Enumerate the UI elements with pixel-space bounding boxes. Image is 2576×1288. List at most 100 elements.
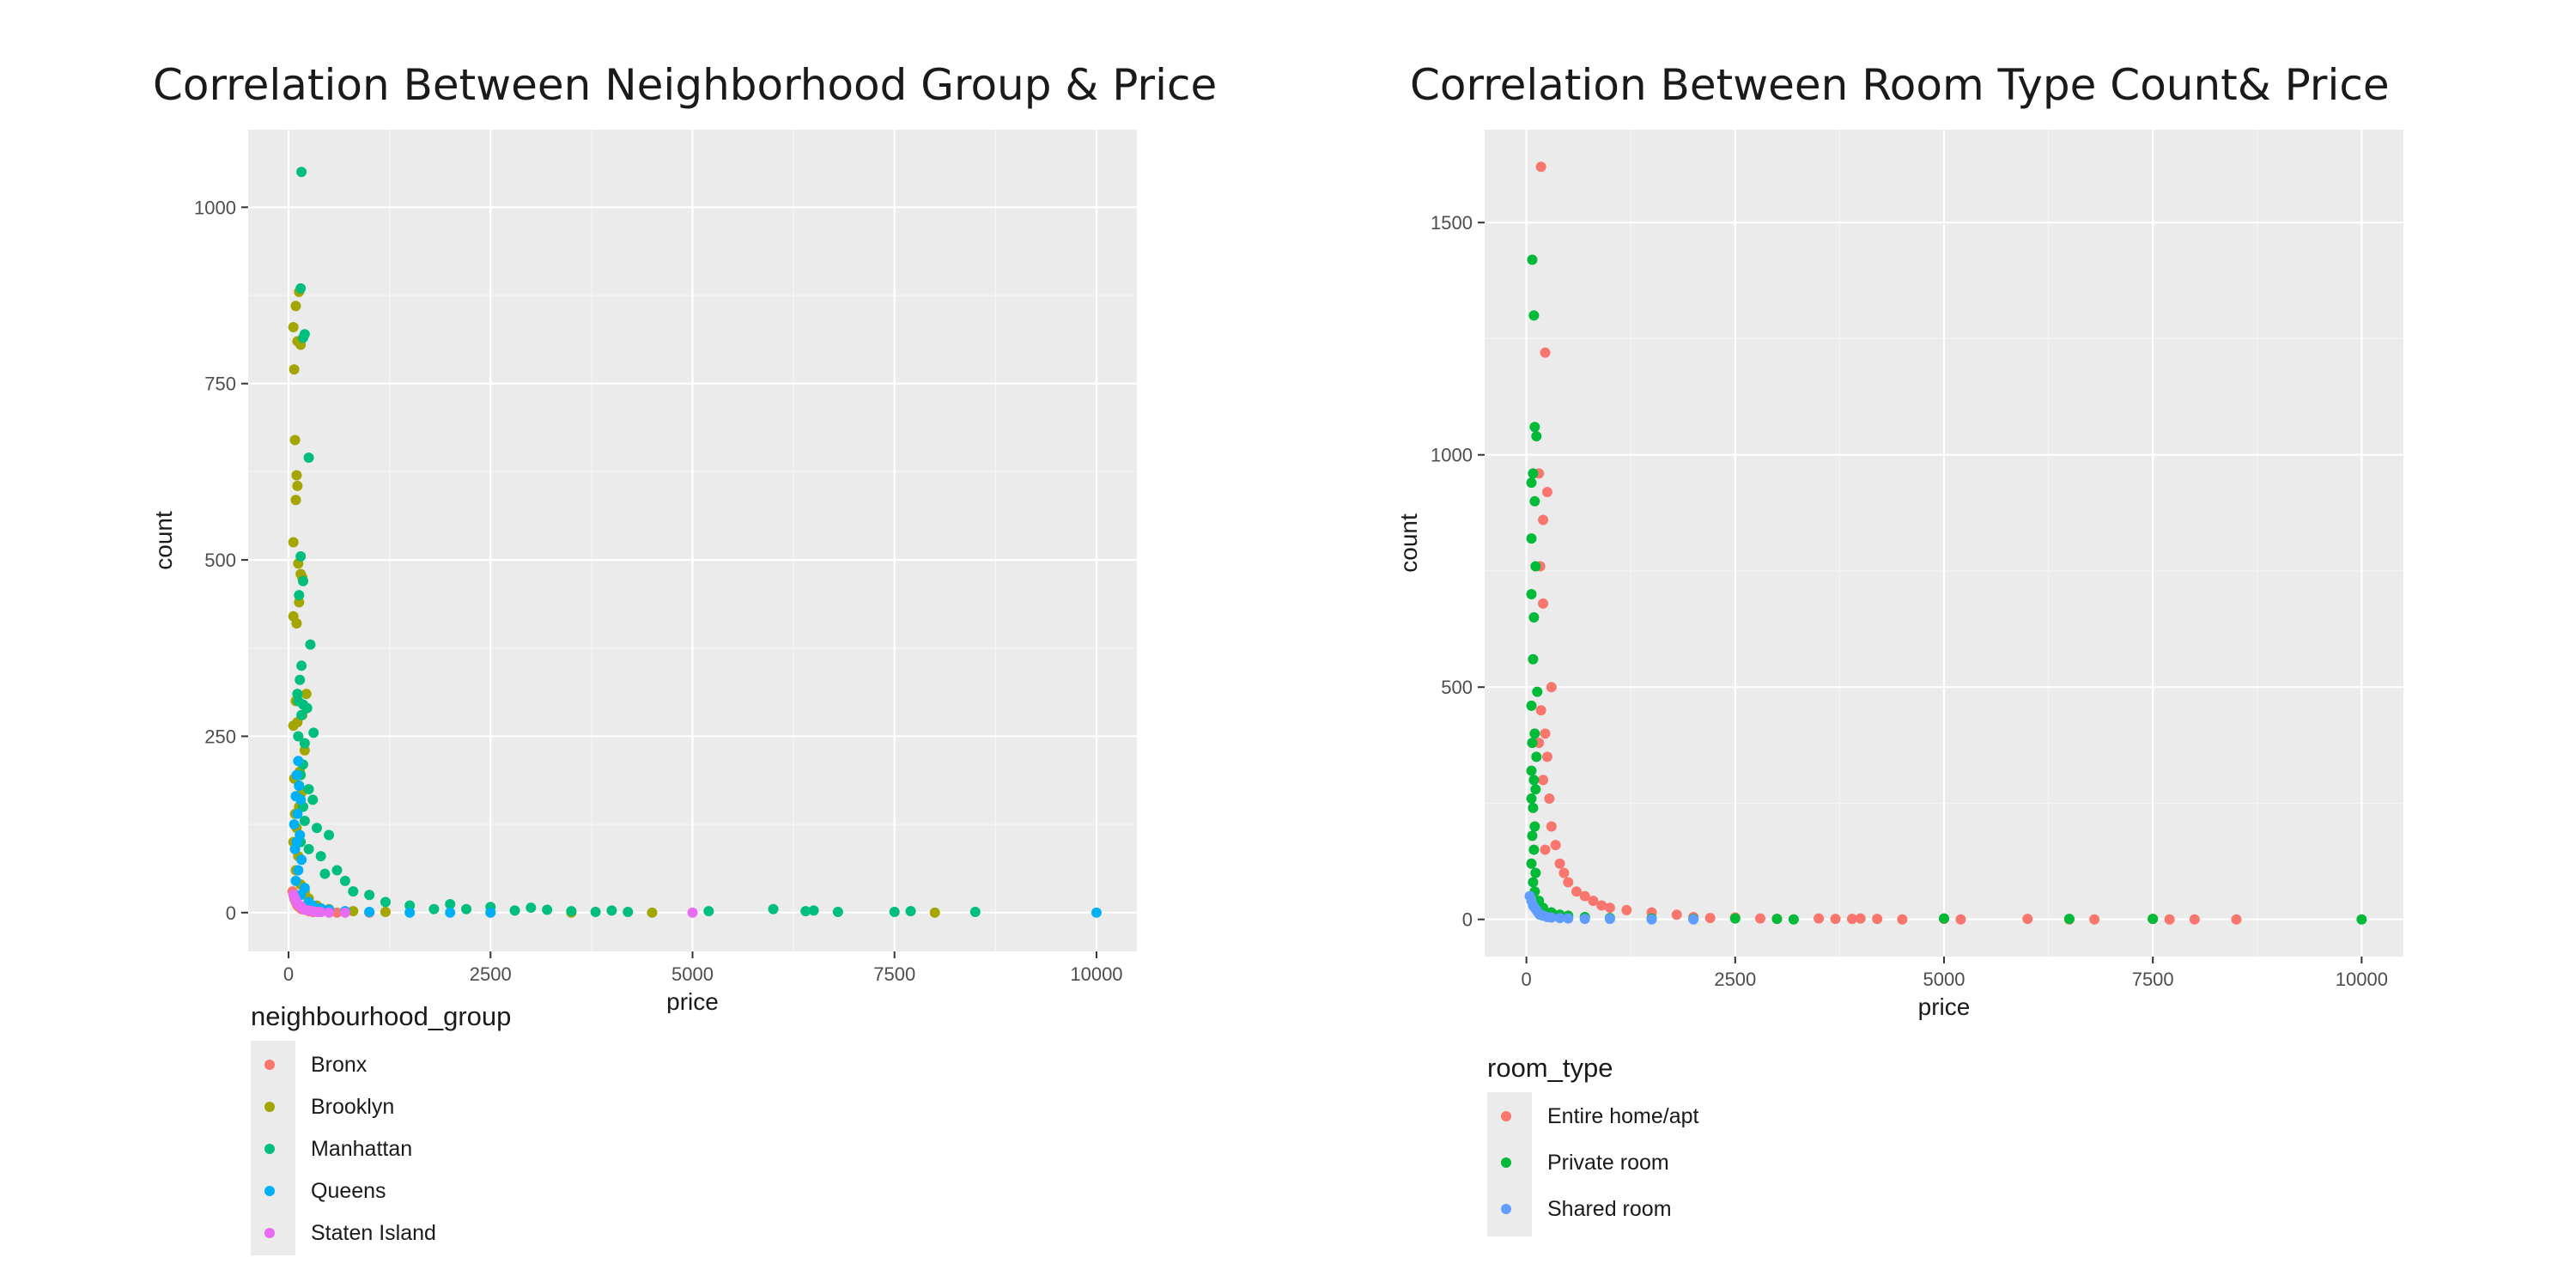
legend: room_type Entire home/apt Private room Sha… [1487,1053,1699,1236]
data-point [289,843,301,854]
data-point [303,452,314,463]
legend-keys: Bronx Brooklyn Manhattan Queens Staten Islan… [251,1041,436,1255]
data-point [445,907,456,918]
data-point [1530,784,1541,795]
data-point [1955,914,1966,925]
data-point [299,738,310,749]
data-point [428,903,440,914]
data-point [1847,914,1857,925]
x-tick-label: 0 [1522,969,1532,990]
legend-label: Shared room [1547,1196,1672,1221]
data-point [590,906,601,917]
data-point [292,480,303,491]
data-point [647,907,658,918]
data-point [2189,914,2200,925]
data-point [296,854,307,866]
data-point [1540,844,1551,855]
data-point [1532,686,1543,697]
data-point [296,660,307,671]
x-tick-label: 2500 [1714,969,1756,990]
legend-item: Entire home/apt [1487,1096,1699,1137]
data-point [1535,705,1546,716]
data-point [299,816,310,827]
chart-title: Correlation Between Neighborhood Group &… [153,60,1218,110]
data-point [1538,598,1549,609]
data-point [1091,907,1102,918]
data-point [889,906,900,917]
y-axis-label: count [150,511,177,570]
data-point [293,865,304,876]
legend-label: Queens [311,1178,386,1203]
chart-neighbourhood-group: Correlation Between Neighborhood Group &… [0,0,1271,1288]
data-point [1526,793,1537,805]
x-axis-label: price [666,988,719,1013]
data-point [703,906,714,917]
data-point [303,843,314,854]
data-point [2231,914,2242,925]
data-point [1529,495,1540,507]
data-point [294,597,305,608]
series-entire-home-apt [1534,161,2242,925]
data-point [295,283,307,294]
data-point [1544,793,1555,805]
legend-marker [264,1144,275,1154]
data-point [364,890,375,901]
data-point [566,906,577,917]
data-point [461,903,472,914]
y-tick-label: 750 [204,374,236,395]
plot-area: 0 2500 5000 7500 10000 0 500 1000 1500 price count [1395,130,2403,1020]
data-point [606,905,617,916]
legend-title: neighbourhood_group [251,1001,512,1031]
data-point [311,823,322,834]
data-point [2356,914,2367,925]
data-point [348,886,359,897]
data-point [295,550,307,562]
data-point [1540,728,1551,739]
data-point [380,906,391,917]
data-point [324,907,335,918]
legend-label: Staten Island [311,1220,436,1245]
data-point [1526,477,1537,489]
data-point [290,301,301,312]
legend-item: Bronx [251,1044,367,1085]
data-point [768,903,779,914]
data-point [1579,914,1590,925]
data-point [1588,896,1599,907]
legend-label: Private room [1547,1150,1669,1175]
data-point [301,689,312,700]
data-point [1538,514,1549,526]
data-point [1530,561,1541,572]
legend-title: room_type [1487,1053,1613,1083]
data-point [1646,914,1657,925]
data-point [1527,738,1538,749]
data-point [1541,751,1552,762]
data-point [1554,858,1565,869]
x-tick-label: 2500 [470,963,512,985]
data-point [1528,468,1539,479]
data-point [1535,161,1546,173]
legend-item: Private room [1487,1142,1669,1183]
data-point [623,906,634,917]
data-point [1563,877,1574,888]
data-point [1830,914,1841,925]
data-point [291,769,302,781]
data-point [1528,310,1540,321]
data-point [315,906,326,917]
data-point [288,322,299,333]
legend: neighbourhood_group Bronx Brooklyn Manhatt… [251,1001,512,1255]
data-point [380,896,391,908]
data-point [1788,914,1799,925]
legend-label: Brooklyn [311,1094,395,1119]
data-point [1526,533,1537,544]
data-point [2148,914,2159,925]
y-tick-label: 1500 [1431,212,1473,234]
data-point [297,332,308,343]
data-point [303,784,314,795]
data-point [2022,914,2033,925]
data-point [315,851,326,862]
data-point [1529,422,1540,433]
data-point [929,907,940,918]
data-point [2089,914,2100,925]
data-point [1538,775,1549,786]
legend-item: Queens [251,1170,386,1212]
